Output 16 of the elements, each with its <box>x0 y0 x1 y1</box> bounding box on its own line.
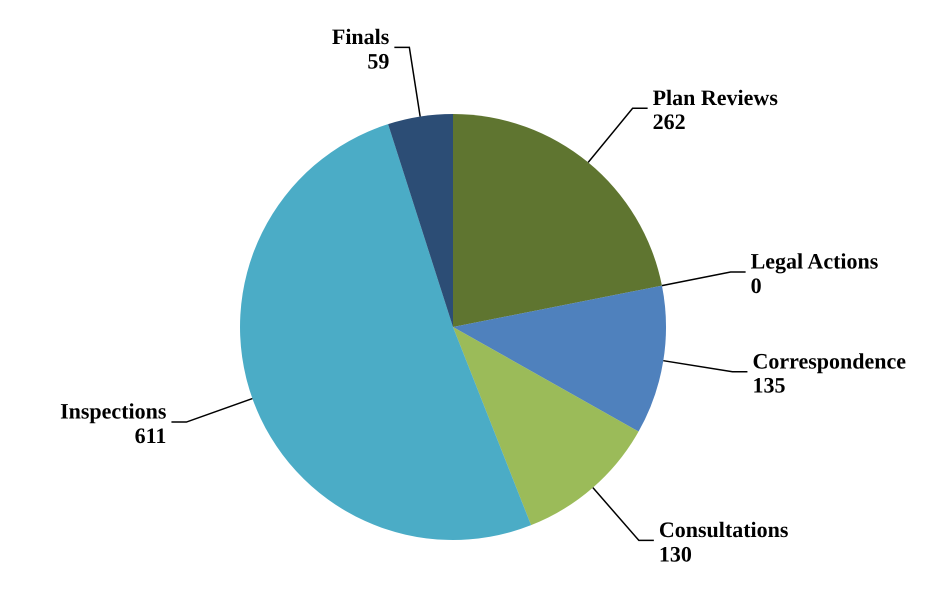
slice-label: Correspondence <box>752 348 906 374</box>
slice-label: Inspections <box>60 398 167 424</box>
data-label: 611 <box>134 422 166 448</box>
category-label: Legal Actions <box>750 248 878 274</box>
data-label: 130 <box>658 541 692 566</box>
pie-slice <box>388 114 453 327</box>
slice-label: Plan Reviews <box>652 85 778 110</box>
pie-slice <box>453 327 639 526</box>
slice-label: Consultations <box>658 517 789 542</box>
data-label: 59 <box>367 48 390 74</box>
pie-slice <box>240 124 532 540</box>
data-label: 262 <box>652 109 686 134</box>
pie-slice <box>453 286 666 432</box>
text: 0 <box>750 272 762 298</box>
data-label: 135 <box>752 372 786 398</box>
slice-label: Finals <box>332 24 390 50</box>
